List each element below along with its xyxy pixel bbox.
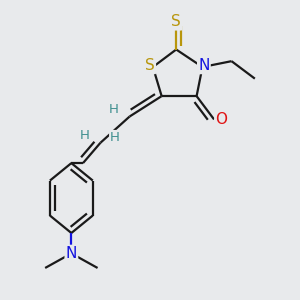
Text: H: H (80, 129, 89, 142)
Text: H: H (109, 103, 118, 116)
Text: S: S (171, 14, 181, 29)
Text: N: N (198, 58, 210, 73)
Text: H: H (110, 131, 120, 144)
Text: N: N (66, 246, 77, 261)
Text: O: O (215, 112, 227, 127)
Text: S: S (145, 58, 155, 73)
